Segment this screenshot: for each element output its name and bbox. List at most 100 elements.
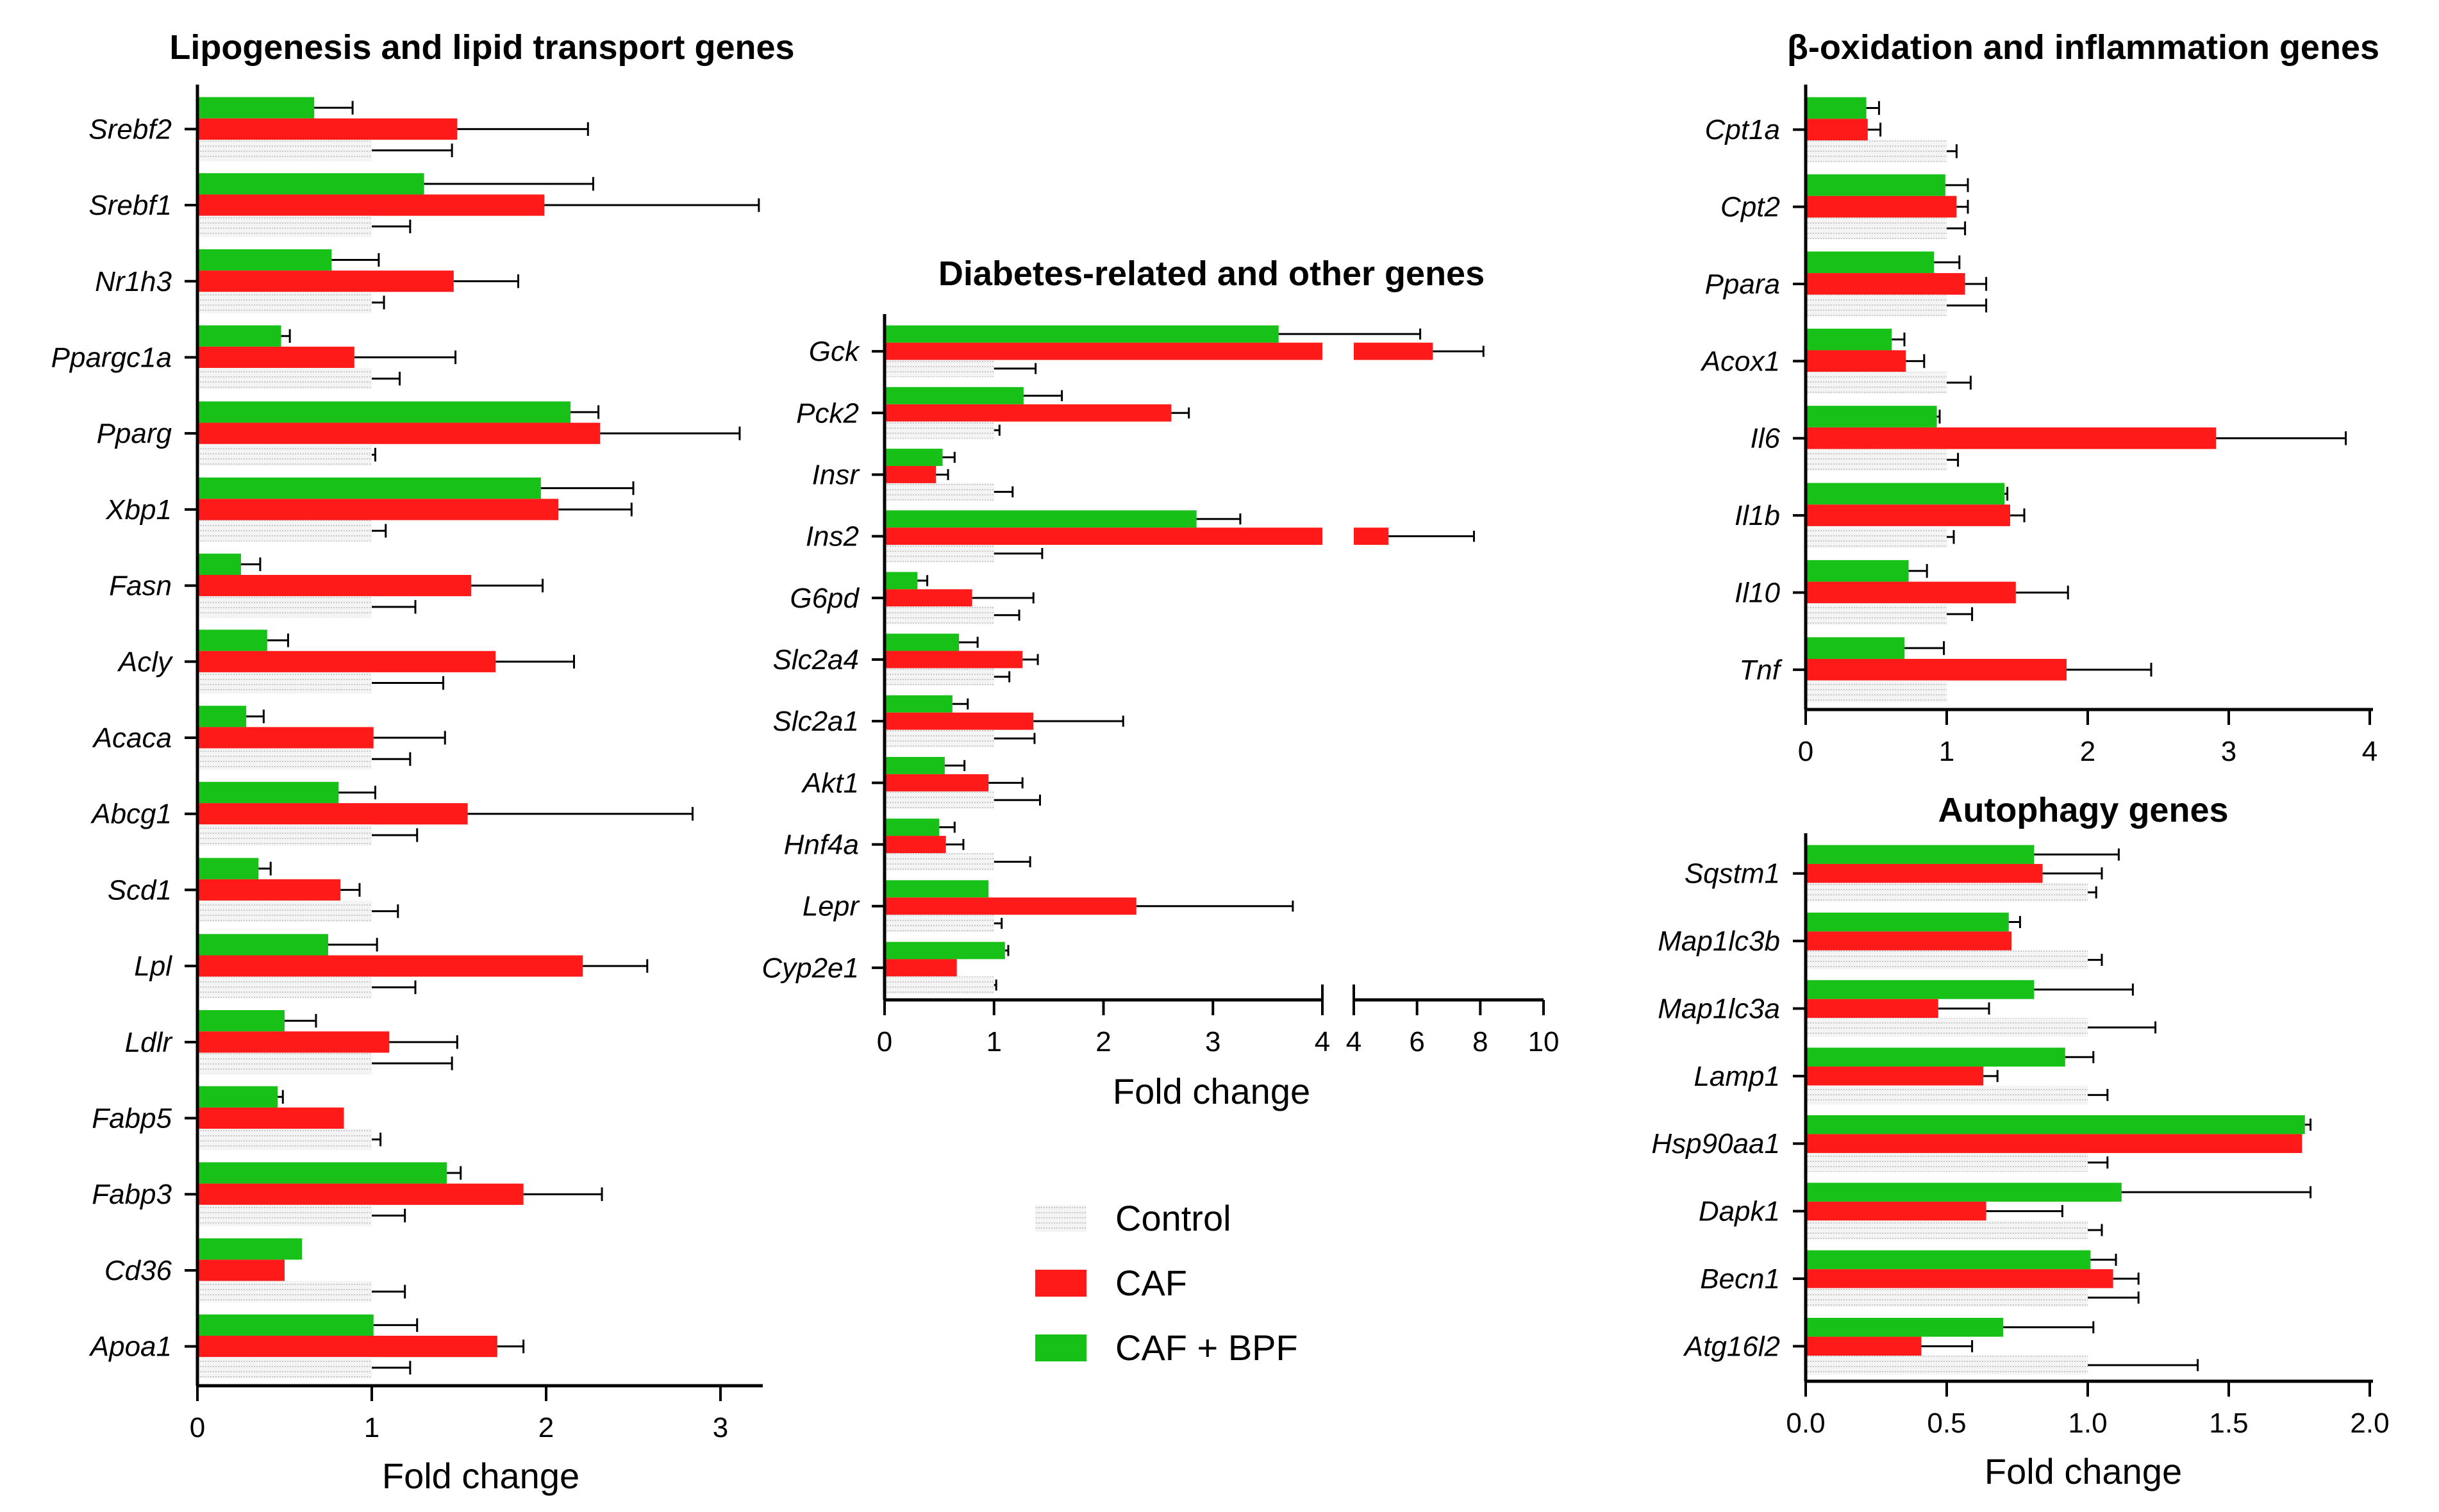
lipo-scd1-control-bar (197, 901, 372, 922)
lipo-acaca-control-bar (197, 748, 372, 770)
lipo-xbp1-caf-bar (197, 499, 559, 520)
lipo-fabp3-caf-bar (197, 1183, 524, 1205)
diab-ins2-control-bar (885, 545, 994, 563)
lipo-pparg-control-bar (197, 444, 372, 466)
lipo-acly-caf-bpf-bar (197, 629, 267, 651)
lipo-abcg1-caf-bar (197, 803, 468, 825)
beta-cpt2-caf-bpf-bar (1806, 174, 1945, 196)
beta-il1b-control-bar (1806, 526, 1947, 548)
lipo-fasn-caf-bpf-bar (197, 553, 241, 575)
lipo-xbp1-caf-bpf-bar (197, 478, 541, 499)
legend: Control CAF CAF + BPF (1035, 1198, 1298, 1368)
lipo-xtick-label-3: 3 (713, 1412, 728, 1443)
auto-label-dapk1: Dapk1 (1699, 1196, 1780, 1227)
lipo-label-fabp3: Fabp3 (92, 1179, 172, 1210)
legend-swatch-caf (1035, 1270, 1086, 1297)
beta-acox1-caf-bpf-bar (1806, 328, 1892, 351)
lipo-srebf1-caf-bpf-bar (197, 173, 424, 195)
beta-cpt1a-caf-bar (1806, 119, 1868, 141)
lipo-fasn-control-bar (197, 596, 372, 618)
beta-xtick-label-3: 3 (2221, 736, 2236, 767)
auto-hsp90aa1-control-bar (1806, 1152, 2088, 1172)
diab-ins2-caf-bpf-bar (885, 510, 1197, 528)
diab-cyp2e1-caf-bar (885, 959, 957, 977)
diab-g6pd-caf-bar (885, 589, 972, 607)
auto-label-atg16l2: Atg16l2 (1683, 1331, 1780, 1362)
auto-xtick-label-4: 2.0 (2350, 1408, 2389, 1439)
auto-lamp1-control-bar (1806, 1085, 2088, 1105)
lipo-cd36-caf-bpf-bar (197, 1238, 303, 1260)
diab-label-slc2a4: Slc2a4 (772, 644, 859, 676)
beta-il6-caf-bpf-bar (1806, 406, 1937, 428)
diab-label-insr: Insr (812, 459, 861, 490)
auto-map1lc3b-caf-bar (1806, 931, 2012, 951)
auto-lamp1-caf-bpf-bar (1806, 1047, 2065, 1067)
diab-cyp2e1-caf-bpf-bar (885, 942, 1005, 960)
legend-swatch-caf-bpf (1035, 1334, 1086, 1361)
diab-insr-control-bar (885, 483, 994, 501)
auto-lamp1-caf-bar (1806, 1067, 1984, 1086)
beta-il1b-caf-bar (1806, 504, 2010, 526)
lipo-label-fasn: Fasn (109, 570, 172, 602)
beta-acox1-caf-bar (1806, 350, 1906, 372)
auto-map1lc3b-control-bar (1806, 950, 2088, 970)
lipo-acaca-caf-bpf-bar (197, 706, 247, 727)
lipo-label-srebf1: Srebf1 (88, 190, 172, 221)
autophagy-panel: Autophagy genes Fold change Sqstm1 Map1lc… (1651, 791, 2389, 1491)
beta-label-cpt2: Cpt2 (1720, 192, 1780, 223)
lipo-label-abcg1: Abcg1 (90, 799, 172, 830)
lipo-nr1h3-control-bar (197, 292, 372, 313)
beta-oxidation-panel: β-oxidation and inflammation genes Cpt1a… (1700, 28, 2379, 767)
diab-ins2-caf-bar-part2 (1354, 528, 1389, 545)
auto-dapk1-caf-bpf-bar (1806, 1183, 2122, 1202)
lipo-scd1-caf-bar (197, 879, 341, 901)
auto-xtick-label-2: 1.0 (2068, 1408, 2107, 1439)
lipo-ppargc1a-control-bar (197, 368, 372, 390)
beta-xtick-label-2: 2 (2080, 736, 2095, 767)
auto-label-lamp1: Lamp1 (1694, 1061, 1780, 1092)
auto-dapk1-caf-bar (1806, 1201, 1986, 1221)
diab-insr-caf-bar (885, 465, 936, 483)
lipo-apoa1-caf-bpf-bar (197, 1314, 374, 1336)
diab-xtick-label-s1-3: 3 (1205, 1026, 1220, 1058)
diab-xtick-label-s1-0: 0 (877, 1026, 892, 1058)
diab-xtick-label-s2-0: 4 (1346, 1026, 1361, 1058)
auto-sqstm1-caf-bpf-bar (1806, 845, 2035, 864)
auto-sqstm1-control-bar (1806, 883, 2088, 902)
diab-akt1-caf-bar (885, 774, 989, 792)
lipo-label-apoa1: Apoa1 (88, 1331, 172, 1363)
lipo-ppargc1a-caf-bar (197, 346, 354, 369)
auto-atg16l2-caf-bpf-bar (1806, 1318, 2003, 1337)
beta-il6-control-bar (1806, 449, 1947, 471)
beta-cpt2-control-bar (1806, 217, 1947, 240)
lipo-acaca-caf-bar (197, 727, 374, 749)
lipo-label-nr1h3: Nr1h3 (95, 266, 172, 297)
diab-xtick-label-s1-1: 1 (986, 1026, 1002, 1058)
beta-tnf-caf-bar (1806, 658, 2067, 681)
diab-akt1-control-bar (885, 791, 994, 809)
lipo-srebf1-caf-bar (197, 194, 545, 216)
lipo-lpl-caf-bpf-bar (197, 934, 328, 956)
diab-gck-control-bar (885, 360, 994, 378)
lipo-nr1h3-caf-bpf-bar (197, 249, 332, 271)
lipo-cd36-caf-bar (197, 1259, 285, 1281)
beta-cpt1a-caf-bpf-bar (1806, 97, 1867, 119)
lipo-label-ldlr: Ldlr (125, 1027, 174, 1058)
lipo-label-fabp5: Fabp5 (92, 1103, 172, 1134)
diab-lepr-caf-bpf-bar (885, 880, 989, 898)
lipo-fabp5-caf-bpf-bar (197, 1086, 278, 1108)
lipo-fasn-caf-bar (197, 574, 472, 597)
auto-map1lc3a-control-bar (1806, 1018, 2088, 1037)
diab-slc2a4-caf-bar (885, 651, 1023, 669)
diab-gck-caf-bar (885, 342, 1322, 360)
lipogenesis-panel: Lipogenesis and lipid transport genes Fo… (51, 28, 795, 1496)
diab-slc2a1-caf-bpf-bar (885, 695, 953, 713)
lipo-label-acaca: Acaca (92, 722, 172, 754)
lipo-label-lpl: Lpl (134, 951, 172, 982)
diab-pck2-control-bar (885, 421, 994, 439)
lipo-nr1h3-caf-bar (197, 270, 454, 292)
diab-label-gck: Gck (809, 336, 860, 367)
auto-label-map1lc3b: Map1lc3b (1658, 926, 1780, 957)
lipo-srebf1-control-bar (197, 215, 372, 237)
